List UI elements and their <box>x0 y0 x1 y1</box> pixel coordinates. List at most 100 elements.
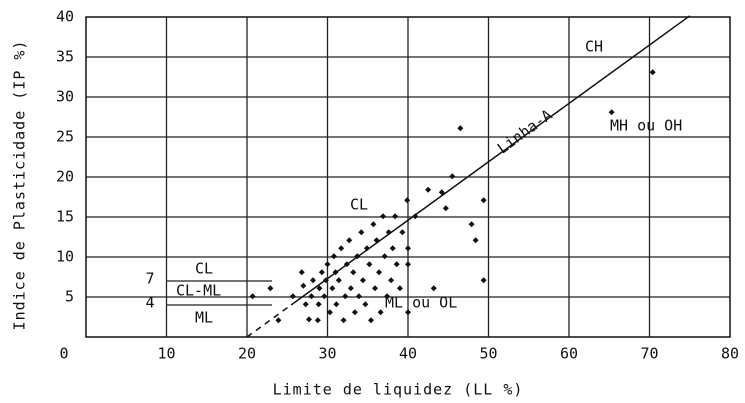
x-tick-label: 70 <box>640 345 658 363</box>
data-point <box>275 317 282 324</box>
data-point <box>381 253 388 260</box>
y-tick-label: 5 <box>65 288 74 306</box>
zone-label: CL-ML <box>176 282 221 300</box>
y-tick-label: 30 <box>56 88 74 106</box>
data-point <box>358 229 365 236</box>
data-point <box>343 261 350 268</box>
data-point <box>314 317 321 324</box>
data-point <box>289 293 296 300</box>
y-tick-label: 10 <box>56 248 74 266</box>
data-point <box>404 197 411 204</box>
data-point <box>362 301 369 308</box>
data-point <box>351 309 358 316</box>
data-point <box>321 293 328 300</box>
data-point <box>399 229 406 236</box>
x-tick-label: 0 <box>59 345 68 363</box>
data-point <box>267 285 274 292</box>
data-point <box>405 261 411 268</box>
data-point <box>305 316 312 323</box>
data-point <box>322 277 329 284</box>
y-tick-label: 35 <box>56 48 74 66</box>
y-tick-label: 40 <box>56 8 74 26</box>
data-point <box>359 277 366 284</box>
data-point <box>354 253 361 260</box>
region-label: CL <box>350 196 368 214</box>
zone-label: ML <box>195 309 213 327</box>
data-point <box>430 285 437 292</box>
data-point <box>385 229 392 236</box>
data-point <box>373 237 380 244</box>
data-point <box>340 317 347 324</box>
data-point <box>393 261 400 268</box>
region-label: MH ou OH <box>610 117 682 135</box>
data-point <box>308 293 315 300</box>
data-point <box>333 301 340 308</box>
y-tick-label: 25 <box>56 128 74 146</box>
data-point <box>380 213 387 220</box>
data-point <box>412 213 419 220</box>
data-point <box>335 277 342 284</box>
data-point <box>298 269 305 276</box>
data-point <box>480 277 487 284</box>
data-point <box>425 186 432 193</box>
x-tick-label: 10 <box>157 345 175 363</box>
data-point <box>249 293 256 300</box>
data-point <box>442 205 449 212</box>
data-point <box>392 213 399 220</box>
data-point <box>649 69 656 76</box>
data-point <box>367 317 374 324</box>
data-point <box>384 293 391 300</box>
zone-tick-label: 4 <box>145 294 154 312</box>
data-point <box>318 269 325 276</box>
data-point <box>377 309 384 316</box>
data-point <box>396 285 403 292</box>
x-tick-label: 40 <box>399 345 417 363</box>
data-point <box>315 301 322 308</box>
data-point <box>350 269 357 276</box>
data-point <box>355 293 362 300</box>
data-point <box>405 309 411 316</box>
data-point <box>347 285 354 292</box>
y-axis-title: Indice de Plasticidade (IP %) <box>11 40 29 331</box>
x-tick-label: 60 <box>560 345 578 363</box>
data-point <box>480 197 487 204</box>
data-point <box>438 189 445 196</box>
data-point <box>300 282 307 289</box>
x-tick-label: 20 <box>238 345 256 363</box>
data-point <box>342 293 349 300</box>
data-point <box>302 301 309 308</box>
data-point <box>371 285 378 292</box>
region-label: CH <box>585 38 603 56</box>
data-point <box>332 269 339 276</box>
data-point <box>472 237 479 244</box>
a-line <box>290 15 691 306</box>
y-tick-label: 20 <box>56 168 74 186</box>
zone-label: CL <box>195 260 213 278</box>
data-point <box>310 277 317 284</box>
data-point <box>324 261 331 268</box>
data-point <box>316 285 323 292</box>
x-tick-label: 30 <box>318 345 336 363</box>
data-point <box>608 109 615 116</box>
zone-tick-label: 7 <box>145 270 154 288</box>
y-tick-label: 15 <box>56 208 74 226</box>
region-label: ML ou OL <box>385 294 457 312</box>
data-point <box>330 253 337 260</box>
data-point <box>389 245 396 252</box>
x-tick-label: 80 <box>721 345 739 363</box>
data-point <box>388 277 395 284</box>
data-point <box>363 245 370 252</box>
x-tick-label: 50 <box>479 345 497 363</box>
data-point <box>366 261 373 268</box>
data-point <box>376 269 383 276</box>
data-point <box>346 237 353 244</box>
x-axis-title: Limite de liquidez (LL %) <box>273 381 524 399</box>
data-point <box>329 285 336 292</box>
data-point <box>468 221 475 228</box>
data-point <box>457 125 464 132</box>
a-line-label: Linha-A <box>494 106 556 158</box>
data-point <box>338 245 345 252</box>
data-point <box>405 245 411 252</box>
a-line-dashed <box>246 304 292 338</box>
